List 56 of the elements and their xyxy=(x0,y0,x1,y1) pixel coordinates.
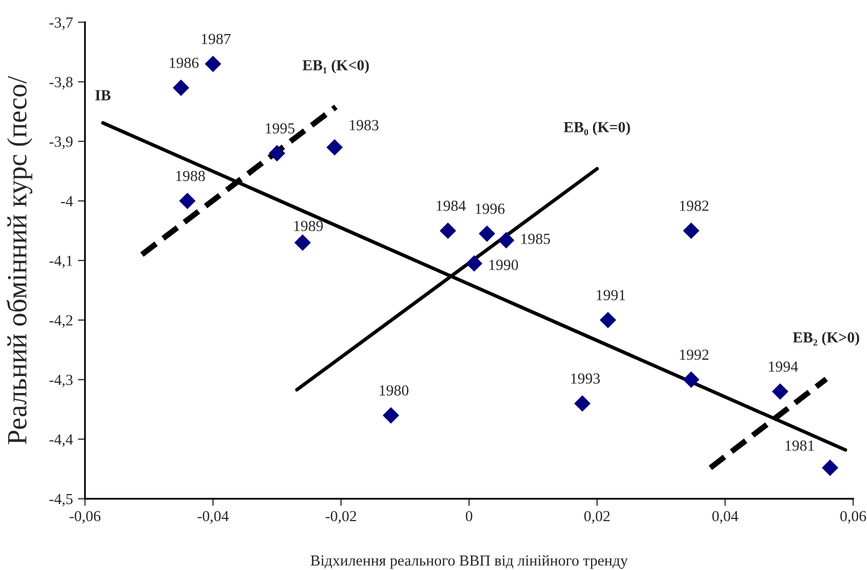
point xyxy=(682,371,700,388)
point xyxy=(382,407,400,424)
point xyxy=(574,395,591,412)
point xyxy=(440,222,456,239)
point xyxy=(294,234,311,251)
x-tick-label: 0 xyxy=(466,510,472,522)
annotation: 1980 xyxy=(380,385,408,396)
point xyxy=(600,312,616,328)
point xyxy=(498,232,514,248)
point xyxy=(682,222,700,239)
annotation: 1984 xyxy=(436,200,466,211)
text: EB₀ (K=0) xyxy=(564,122,630,136)
point xyxy=(466,255,482,272)
y-tick-label: -4,1 xyxy=(50,256,72,268)
y-tick-label: -4 xyxy=(61,196,73,206)
annotation: 1995 xyxy=(266,123,294,134)
x-tick-label: 0,06 xyxy=(840,510,866,524)
annotation: 1996 xyxy=(476,204,505,214)
series-label: IB xyxy=(95,90,111,100)
annotation: 1989 xyxy=(294,220,323,232)
x-tick-label: 0,02 xyxy=(584,510,610,524)
point xyxy=(172,80,190,96)
y-tick-label: -3,7 xyxy=(50,17,73,30)
point xyxy=(478,225,496,242)
y-tick-label: -4,2 xyxy=(50,315,72,328)
x-tick-label: -0,04 xyxy=(198,510,229,524)
annotation: 1994 xyxy=(768,361,798,372)
point xyxy=(179,192,196,210)
y-tick-label: -4,4 xyxy=(50,434,73,447)
annotation: 1993 xyxy=(571,373,600,384)
x-axis-title: Відхилення реального ВВП від лінійного тренду xyxy=(310,555,628,569)
text: EB₂ (K>0) xyxy=(792,332,860,346)
annotation: 1992 xyxy=(680,350,708,360)
annotation: 1983 xyxy=(350,120,378,130)
annotation: 1990 xyxy=(489,260,518,270)
point xyxy=(204,56,222,72)
annotation: 1981 xyxy=(786,440,814,451)
y-axis-title: Реальний обмінний курс (песо/ xyxy=(6,76,32,444)
point xyxy=(326,139,343,156)
y-tick-label: -4,3 xyxy=(50,374,73,388)
annotation: 1986 xyxy=(170,58,199,68)
annotation: 1991 xyxy=(596,290,626,300)
annotation: 1988 xyxy=(176,170,205,182)
text: EB₁ (K<0) xyxy=(302,60,369,74)
y-tick-label: -3,9 xyxy=(50,136,73,150)
y-tick-label: -3,8 xyxy=(50,76,73,90)
x-tick-label: -0,06 xyxy=(70,510,100,524)
annotation: 1982 xyxy=(680,200,708,211)
y-tick-label: -4,5 xyxy=(50,494,73,506)
x-tick-label: 0,04 xyxy=(712,510,738,524)
point xyxy=(822,460,838,476)
annotation: 1987 xyxy=(202,34,231,44)
x-tick-label: -0,02 xyxy=(326,510,356,524)
point xyxy=(772,383,788,400)
annotation: 1985 xyxy=(521,234,550,244)
point xyxy=(268,145,286,162)
